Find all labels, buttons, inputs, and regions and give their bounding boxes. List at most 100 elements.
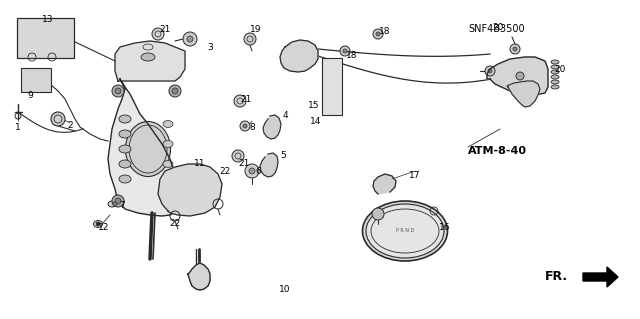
Circle shape bbox=[172, 198, 178, 204]
Text: 9: 9 bbox=[27, 91, 33, 100]
Polygon shape bbox=[188, 263, 210, 290]
Circle shape bbox=[112, 195, 124, 207]
Circle shape bbox=[243, 124, 247, 128]
Text: 22: 22 bbox=[170, 219, 180, 227]
Text: 15: 15 bbox=[308, 100, 320, 109]
FancyBboxPatch shape bbox=[17, 18, 74, 58]
Ellipse shape bbox=[29, 36, 41, 46]
Polygon shape bbox=[263, 115, 281, 139]
Circle shape bbox=[96, 222, 100, 226]
Ellipse shape bbox=[163, 160, 173, 167]
Text: 8: 8 bbox=[249, 122, 255, 131]
Text: P R N D: P R N D bbox=[396, 228, 414, 234]
Text: 18: 18 bbox=[380, 26, 391, 35]
Text: 5: 5 bbox=[280, 152, 286, 160]
Text: 21: 21 bbox=[159, 25, 171, 33]
Ellipse shape bbox=[119, 160, 131, 168]
Text: 12: 12 bbox=[99, 222, 109, 232]
Circle shape bbox=[488, 69, 492, 73]
Ellipse shape bbox=[93, 220, 102, 227]
Polygon shape bbox=[108, 79, 178, 216]
Ellipse shape bbox=[551, 60, 559, 64]
Ellipse shape bbox=[53, 37, 63, 45]
Ellipse shape bbox=[163, 181, 173, 188]
Polygon shape bbox=[487, 57, 548, 95]
Text: 16: 16 bbox=[439, 222, 451, 232]
Text: ATM-8-40: ATM-8-40 bbox=[468, 146, 527, 156]
Polygon shape bbox=[115, 41, 185, 81]
Ellipse shape bbox=[119, 130, 131, 138]
Circle shape bbox=[169, 85, 181, 97]
Circle shape bbox=[152, 28, 164, 40]
Circle shape bbox=[113, 202, 117, 206]
Circle shape bbox=[51, 112, 65, 126]
Circle shape bbox=[510, 44, 520, 54]
Ellipse shape bbox=[163, 140, 173, 147]
Text: SNF4B3500: SNF4B3500 bbox=[468, 24, 525, 34]
Circle shape bbox=[112, 85, 124, 97]
Circle shape bbox=[340, 46, 350, 56]
Text: 20: 20 bbox=[554, 64, 566, 73]
Ellipse shape bbox=[551, 75, 559, 79]
Text: 11: 11 bbox=[195, 160, 205, 168]
Text: 3: 3 bbox=[207, 42, 213, 51]
Text: 21: 21 bbox=[238, 160, 250, 168]
Ellipse shape bbox=[551, 70, 559, 74]
Circle shape bbox=[115, 88, 121, 94]
Circle shape bbox=[249, 168, 255, 174]
Ellipse shape bbox=[551, 85, 559, 89]
Text: 1: 1 bbox=[15, 122, 21, 131]
Polygon shape bbox=[373, 174, 396, 194]
Circle shape bbox=[485, 66, 495, 76]
Circle shape bbox=[343, 49, 347, 53]
Ellipse shape bbox=[108, 201, 116, 207]
Text: 17: 17 bbox=[409, 172, 420, 181]
Text: 14: 14 bbox=[310, 116, 322, 125]
Circle shape bbox=[516, 72, 524, 80]
Ellipse shape bbox=[141, 53, 155, 61]
Circle shape bbox=[373, 29, 383, 39]
Circle shape bbox=[234, 95, 246, 107]
Polygon shape bbox=[280, 40, 318, 72]
Ellipse shape bbox=[119, 145, 131, 153]
Polygon shape bbox=[507, 81, 540, 107]
Ellipse shape bbox=[362, 201, 447, 261]
Circle shape bbox=[187, 36, 193, 42]
Ellipse shape bbox=[366, 204, 444, 258]
Circle shape bbox=[240, 121, 250, 131]
Circle shape bbox=[245, 164, 259, 178]
Ellipse shape bbox=[163, 121, 173, 128]
Polygon shape bbox=[583, 267, 618, 287]
Circle shape bbox=[513, 47, 517, 51]
Circle shape bbox=[232, 150, 244, 162]
Text: 4: 4 bbox=[282, 112, 288, 121]
Ellipse shape bbox=[551, 65, 559, 69]
Ellipse shape bbox=[513, 70, 527, 81]
Ellipse shape bbox=[509, 67, 531, 85]
Ellipse shape bbox=[551, 80, 559, 84]
Ellipse shape bbox=[119, 175, 131, 183]
Circle shape bbox=[115, 198, 121, 204]
Text: 2: 2 bbox=[67, 122, 73, 130]
Text: 7: 7 bbox=[119, 202, 125, 211]
Text: 13: 13 bbox=[42, 14, 54, 24]
Circle shape bbox=[244, 33, 256, 45]
Ellipse shape bbox=[195, 276, 203, 282]
Polygon shape bbox=[260, 153, 278, 177]
Circle shape bbox=[376, 32, 380, 36]
Circle shape bbox=[169, 195, 181, 207]
Text: 6: 6 bbox=[255, 167, 261, 175]
Text: 10: 10 bbox=[279, 285, 291, 293]
FancyBboxPatch shape bbox=[322, 58, 342, 115]
Text: 20: 20 bbox=[492, 23, 504, 32]
Circle shape bbox=[372, 208, 384, 220]
Polygon shape bbox=[158, 164, 222, 216]
Ellipse shape bbox=[125, 122, 170, 176]
Circle shape bbox=[172, 88, 178, 94]
Circle shape bbox=[183, 32, 197, 46]
Ellipse shape bbox=[119, 115, 131, 123]
FancyBboxPatch shape bbox=[21, 68, 51, 92]
Text: 21: 21 bbox=[240, 94, 252, 103]
Text: 18: 18 bbox=[346, 51, 358, 61]
Text: 22: 22 bbox=[220, 167, 230, 175]
